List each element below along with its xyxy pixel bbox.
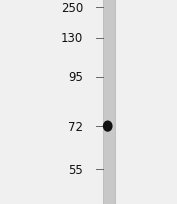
Text: 250: 250 (61, 2, 83, 15)
Ellipse shape (103, 121, 113, 132)
Text: 95: 95 (68, 71, 83, 84)
Text: 72: 72 (68, 120, 83, 133)
Bar (103, 0, 115, 204)
Text: 130: 130 (61, 32, 83, 45)
Text: 55: 55 (68, 163, 83, 176)
